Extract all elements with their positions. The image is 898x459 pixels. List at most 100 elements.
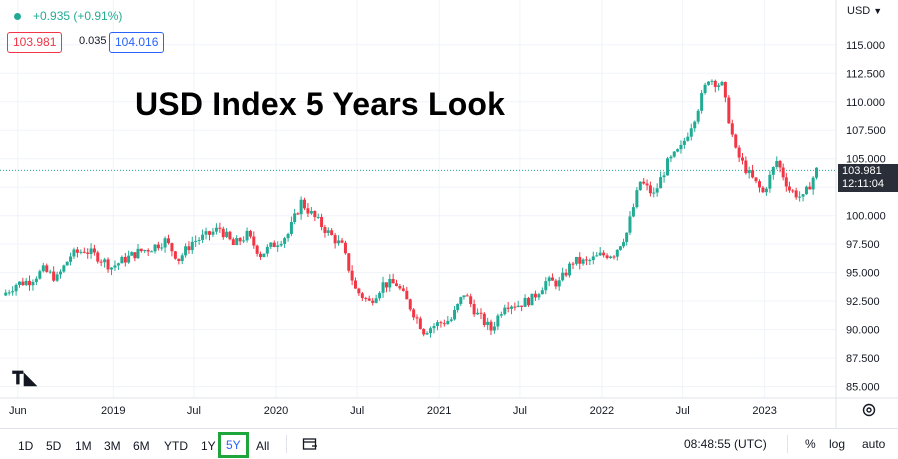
- candle-body: [459, 297, 463, 304]
- candle-body: [143, 249, 147, 252]
- candle-body: [364, 297, 368, 299]
- candle-body: [388, 278, 392, 288]
- candle-body: [180, 255, 184, 262]
- tradingview-logo-icon: 𝐓◣: [12, 368, 38, 389]
- range-5d[interactable]: 5D: [46, 439, 62, 453]
- candle-body: [116, 263, 120, 266]
- candle-body: [166, 238, 170, 244]
- candle-body: [378, 292, 382, 299]
- candle-body: [242, 240, 246, 242]
- candle-body: [537, 294, 541, 298]
- candle-body: [313, 211, 317, 218]
- candle-body: [513, 306, 517, 308]
- candle-body: [730, 123, 734, 135]
- range-1m[interactable]: 1M: [75, 439, 92, 453]
- candle-body: [221, 228, 225, 238]
- candle-body: [655, 188, 659, 193]
- candle-body: [554, 280, 558, 287]
- settings-gear-icon[interactable]: [861, 402, 877, 423]
- candle-body: [764, 188, 768, 193]
- candle-body: [163, 238, 167, 248]
- x-tick-label: Jul: [676, 405, 690, 417]
- candle-body: [568, 263, 572, 276]
- candle-body: [330, 230, 334, 236]
- candle-body: [602, 252, 606, 256]
- candle-body: [34, 278, 38, 282]
- candle-body: [530, 293, 534, 306]
- candle-body: [703, 84, 707, 94]
- candle-body: [689, 128, 693, 137]
- log-toggle[interactable]: log: [829, 437, 846, 451]
- candle-body: [146, 249, 150, 252]
- auto-toggle[interactable]: auto: [862, 437, 886, 451]
- candle-body: [456, 303, 460, 310]
- candle-body: [605, 255, 609, 259]
- candle-body: [296, 213, 300, 215]
- range-ytd[interactable]: YTD: [164, 439, 188, 453]
- candle-body: [276, 245, 280, 248]
- candle-body: [309, 211, 313, 214]
- candle-body: [82, 251, 86, 253]
- range-6m[interactable]: 6M: [133, 439, 150, 453]
- x-tick-label: 2023: [752, 405, 776, 417]
- candle-body: [442, 323, 446, 325]
- date-range-icon[interactable]: [302, 437, 318, 454]
- bid-price[interactable]: 103.981: [7, 32, 63, 53]
- candle-body: [347, 253, 351, 271]
- candle-body: [787, 186, 791, 191]
- candle-body: [120, 256, 124, 264]
- candle-body: [367, 298, 371, 301]
- candle-body: [72, 249, 76, 257]
- x-tick-label: 2020: [264, 405, 288, 417]
- candle-body: [781, 167, 785, 178]
- candle-body: [408, 299, 412, 310]
- bottom-toolbar: 1D 5D 1M 3M 6M YTD 1Y 5Y All 08:48:55 (U…: [0, 428, 898, 459]
- candle-body: [804, 186, 808, 195]
- currency-selector[interactable]: USD ▼: [847, 5, 882, 17]
- y-tick-label: 100.000: [846, 211, 886, 223]
- candle-body: [28, 280, 32, 286]
- candle-body: [293, 213, 297, 222]
- ask-price[interactable]: 104.016: [109, 32, 165, 53]
- y-tick-label: 87.500: [846, 353, 880, 365]
- candle-body: [798, 196, 802, 198]
- candle-body: [425, 333, 429, 335]
- candle-body: [7, 292, 11, 294]
- candle-body: [435, 322, 439, 327]
- range-1y[interactable]: 1Y: [201, 439, 216, 453]
- candle-body: [631, 207, 635, 217]
- candle-body: [791, 190, 795, 192]
- candle-body: [86, 252, 90, 254]
- market-status-dot: [14, 12, 21, 20]
- candle-body: [574, 256, 578, 264]
- candle-body: [316, 216, 320, 218]
- toolbar-divider: [286, 435, 287, 453]
- range-3m[interactable]: 3M: [104, 439, 121, 453]
- candle-body: [489, 321, 493, 331]
- candle-body: [127, 255, 131, 263]
- range-1d[interactable]: 1D: [18, 439, 34, 453]
- candle-body: [323, 227, 327, 233]
- candle-body: [299, 199, 303, 215]
- candle-body: [65, 261, 69, 266]
- percent-toggle[interactable]: %: [805, 437, 816, 451]
- candle-body: [707, 81, 711, 85]
- candle-body: [757, 181, 761, 188]
- candle-body: [768, 174, 772, 189]
- candle-body: [262, 253, 266, 257]
- range-5y[interactable]: 5Y: [218, 432, 249, 458]
- candle-body: [110, 267, 114, 270]
- candle-body: [778, 160, 782, 168]
- candle-body: [635, 190, 639, 208]
- candle-body: [486, 321, 490, 326]
- candle-body: [595, 255, 599, 257]
- candle-body: [69, 256, 73, 262]
- utc-clock[interactable]: 08:48:55 (UTC): [684, 437, 767, 451]
- candle-body: [269, 242, 273, 247]
- candle-body: [479, 312, 483, 314]
- candle-body: [638, 181, 642, 191]
- candle-body: [59, 271, 63, 275]
- range-all[interactable]: All: [256, 439, 270, 453]
